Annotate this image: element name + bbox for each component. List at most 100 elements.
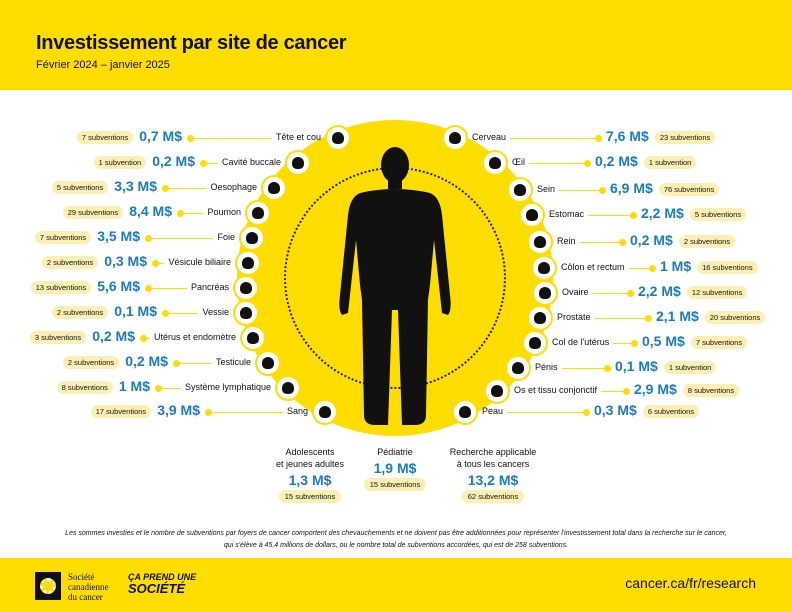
site-label-colon-et-rectum: Côlon et rectum	[561, 262, 625, 272]
liver-icon	[239, 225, 265, 251]
connector-line	[143, 338, 150, 339]
stat-amount: 1,3 M$	[288, 472, 332, 488]
uterus-icon	[240, 325, 266, 351]
prostate-glyph-icon	[534, 312, 546, 324]
testicle-glyph-icon	[262, 357, 274, 369]
liver-glyph-icon	[246, 232, 258, 244]
connector-line	[190, 138, 272, 139]
bone-glyph-icon	[491, 385, 503, 397]
eye-icon	[482, 150, 508, 176]
site-amount: 0,3 M$	[104, 253, 147, 269]
connector-line	[208, 412, 283, 413]
site-grants-badge: 1 subvention	[93, 156, 147, 169]
connector-dot	[631, 340, 638, 347]
stat-amount: 1,9 M$	[373, 460, 417, 476]
footnote: Les sommes investies et le nombre de sub…	[30, 528, 762, 552]
blood-glyph-icon	[319, 406, 331, 418]
breast-glyph-icon	[514, 184, 526, 196]
site-label-peau: Peau	[482, 406, 504, 416]
cervix-glyph-icon	[529, 337, 541, 349]
brain-icon	[442, 125, 468, 151]
connector-dot	[645, 315, 652, 322]
blood-icon	[312, 399, 338, 425]
site-label-os-et-tissu-conjonctif: Os et tissu conjonctif	[514, 385, 598, 395]
site-label-prostate: Prostate	[557, 312, 591, 322]
stat-label: Recherche applicable	[449, 447, 537, 457]
colon-icon	[531, 255, 557, 281]
site-grants-badge: 13 subventions	[30, 281, 92, 294]
slogan: ÇA PREND UNE SOCIÉTÉ	[128, 572, 196, 595]
site-grants-badge: 5 subventions	[689, 208, 747, 221]
org-line: du cancer	[68, 592, 103, 602]
uterus-glyph-icon	[247, 332, 259, 344]
site-amount: 3,3 M$	[114, 178, 157, 194]
pancreas-icon	[233, 275, 259, 301]
breast-icon	[507, 177, 533, 203]
site-grants-badge: 16 subventions	[697, 261, 758, 274]
connector-line	[529, 163, 587, 164]
site-label-vesicule-biliaire: Vésicule biliaire	[168, 257, 231, 267]
penis-glyph-icon	[512, 362, 524, 374]
site-grants-badge: 1 subvention	[663, 361, 717, 374]
lungs-icon	[245, 200, 271, 226]
connector-dot	[649, 265, 656, 272]
site-grants-badge: 2 subventions	[678, 235, 736, 248]
connector-dot	[619, 239, 626, 246]
connector-line	[203, 163, 218, 164]
connector-dot	[623, 388, 630, 395]
esophagus-icon	[261, 175, 287, 201]
site-grants-badge: 7 subventions	[76, 131, 134, 144]
footer: Société canadienne du cancer ÇA PREND UN…	[0, 558, 792, 612]
connector-line	[148, 288, 187, 289]
stat-label: à tous les cancers	[456, 459, 530, 469]
site-grants-badge: 29 subventions	[62, 206, 124, 219]
lungs-glyph-icon	[252, 207, 264, 219]
site-label-rein: Rein	[557, 236, 576, 246]
stat-amount: 13,2 M$	[467, 472, 519, 488]
connector-dot	[595, 135, 602, 142]
colon-glyph-icon	[538, 262, 550, 274]
site-label-poumon: Poumon	[207, 207, 241, 217]
site-label-sang: Sang	[286, 406, 308, 416]
footnote-line: Les sommes investies et le nombre de sub…	[65, 530, 727, 537]
bladder-glyph-icon	[240, 307, 252, 319]
connector-line	[180, 213, 204, 214]
connector-line	[579, 242, 622, 243]
connector-line	[176, 363, 212, 364]
footnote-line: qui s'élève à 45,4 millions de dollars, …	[223, 542, 569, 549]
organization-name: Société canadienne du cancer	[68, 572, 108, 602]
connector-line	[559, 190, 602, 191]
site-amount: 2,9 M$	[634, 381, 677, 397]
esophagus-glyph-icon	[268, 182, 280, 194]
human-silhouette	[339, 147, 451, 425]
connector-line	[148, 238, 214, 239]
site-amount: 0,2 M$	[92, 328, 135, 344]
site-amount: 1 M$	[118, 378, 150, 394]
org-line: canadienne	[68, 582, 109, 592]
penis-icon	[505, 355, 531, 381]
mouth-icon	[285, 150, 311, 176]
stat-label: Adolescents	[285, 447, 335, 457]
stomach-icon	[519, 202, 545, 228]
site-grants-badge: 2 subventions	[51, 306, 109, 319]
site-label-col-de-l-uterus: Col de l'utérus	[552, 337, 610, 347]
site-label-cerveau: Cerveau	[472, 132, 507, 142]
site-label-il: Œil	[512, 157, 525, 167]
header: Investissement par site de cancer Févrie…	[0, 0, 792, 90]
website-link[interactable]: cancer.ca/fr/research	[625, 575, 756, 591]
site-amount: 0,3 M$	[594, 402, 637, 418]
connector-line	[561, 368, 607, 369]
site-label-tete-et-cou: Tête et cou	[275, 132, 321, 142]
site-amount: 0,1 M$	[615, 358, 658, 374]
site-grants-badge: 3 subventions	[29, 331, 87, 344]
site-amount: 3,5 M$	[97, 228, 140, 244]
site-grants-badge: 1 subvention	[643, 156, 697, 169]
mouth-glyph-icon	[292, 157, 304, 169]
gallbladder-glyph-icon	[242, 257, 254, 269]
connector-line	[165, 313, 199, 314]
site-grants-badge: 23 subventions	[654, 131, 716, 144]
hand-glyph-icon	[459, 406, 471, 418]
daffodil-logo[interactable]	[35, 572, 61, 600]
connector-dot	[584, 160, 591, 167]
site-label-vessie: Vessie	[202, 307, 229, 317]
